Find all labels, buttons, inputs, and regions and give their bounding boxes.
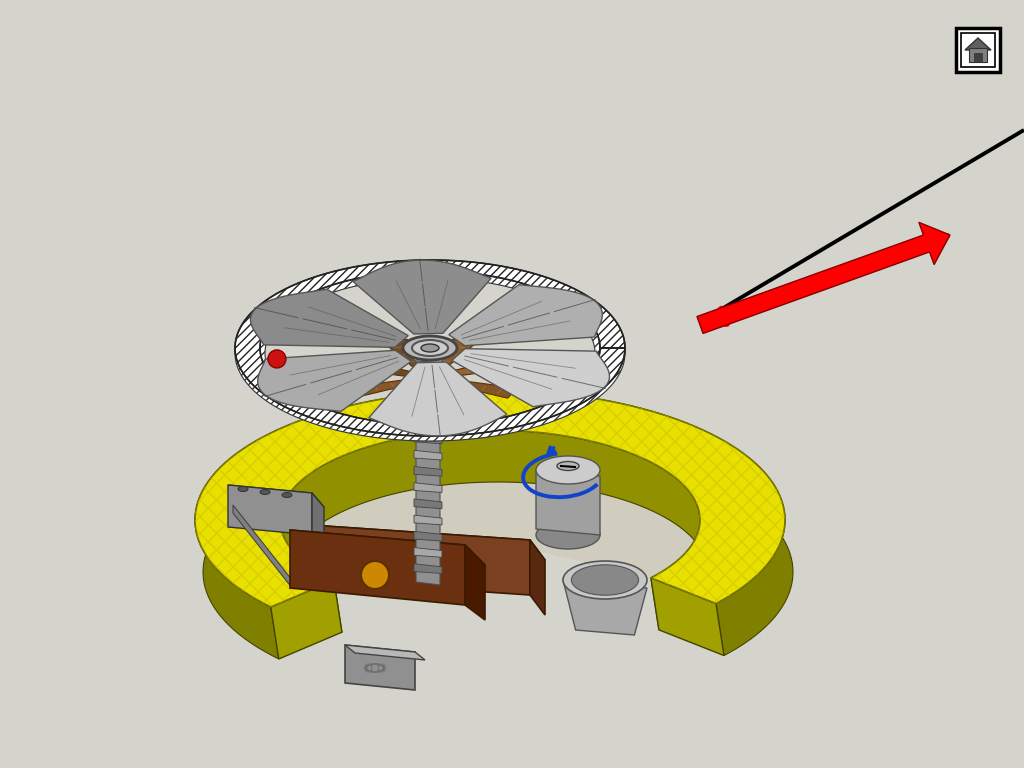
Circle shape xyxy=(427,557,453,583)
Polygon shape xyxy=(251,290,409,347)
Polygon shape xyxy=(414,466,442,476)
Polygon shape xyxy=(228,485,324,507)
Polygon shape xyxy=(345,645,415,690)
Polygon shape xyxy=(236,260,625,436)
Ellipse shape xyxy=(403,336,457,360)
Polygon shape xyxy=(414,402,442,412)
Ellipse shape xyxy=(260,489,270,495)
Polygon shape xyxy=(530,540,545,615)
Polygon shape xyxy=(414,531,442,541)
Polygon shape xyxy=(290,530,465,605)
Polygon shape xyxy=(414,450,442,460)
Polygon shape xyxy=(445,358,517,377)
Ellipse shape xyxy=(571,564,639,595)
Polygon shape xyxy=(310,525,545,560)
Polygon shape xyxy=(414,353,442,362)
Polygon shape xyxy=(384,385,428,417)
Ellipse shape xyxy=(412,340,449,356)
Polygon shape xyxy=(445,379,517,399)
Polygon shape xyxy=(414,548,442,558)
Polygon shape xyxy=(290,530,485,565)
Polygon shape xyxy=(414,386,442,396)
Bar xyxy=(956,28,1000,72)
Circle shape xyxy=(268,350,286,368)
Polygon shape xyxy=(432,385,475,417)
Polygon shape xyxy=(369,362,507,436)
Polygon shape xyxy=(414,418,442,428)
Polygon shape xyxy=(563,580,647,635)
Polygon shape xyxy=(310,525,530,595)
Polygon shape xyxy=(258,350,412,412)
Polygon shape xyxy=(651,578,724,656)
Polygon shape xyxy=(280,430,708,632)
Polygon shape xyxy=(233,505,292,588)
Polygon shape xyxy=(414,434,442,444)
Polygon shape xyxy=(195,390,793,659)
Ellipse shape xyxy=(238,486,248,492)
Polygon shape xyxy=(452,349,609,407)
Circle shape xyxy=(361,561,389,589)
Polygon shape xyxy=(965,38,991,50)
Polygon shape xyxy=(353,260,492,334)
Polygon shape xyxy=(449,285,602,346)
Polygon shape xyxy=(414,369,442,379)
Bar xyxy=(961,33,995,67)
Polygon shape xyxy=(465,545,485,620)
Polygon shape xyxy=(280,430,700,580)
Polygon shape xyxy=(236,265,625,441)
Polygon shape xyxy=(432,339,475,371)
Polygon shape xyxy=(414,499,442,508)
Polygon shape xyxy=(345,645,425,660)
Polygon shape xyxy=(414,515,442,525)
Polygon shape xyxy=(416,348,440,585)
Bar xyxy=(969,48,987,62)
Polygon shape xyxy=(270,580,342,659)
Polygon shape xyxy=(697,222,950,333)
Ellipse shape xyxy=(557,462,579,471)
Polygon shape xyxy=(536,470,600,535)
Polygon shape xyxy=(414,483,442,492)
Polygon shape xyxy=(384,339,428,371)
Ellipse shape xyxy=(563,561,647,599)
Ellipse shape xyxy=(282,492,292,498)
Ellipse shape xyxy=(421,344,439,352)
Ellipse shape xyxy=(536,521,600,549)
Polygon shape xyxy=(228,485,312,535)
Ellipse shape xyxy=(536,456,600,484)
Bar xyxy=(974,53,982,62)
Polygon shape xyxy=(414,564,442,574)
Polygon shape xyxy=(195,390,785,607)
Polygon shape xyxy=(343,358,415,377)
Polygon shape xyxy=(343,379,415,399)
Polygon shape xyxy=(312,493,324,549)
